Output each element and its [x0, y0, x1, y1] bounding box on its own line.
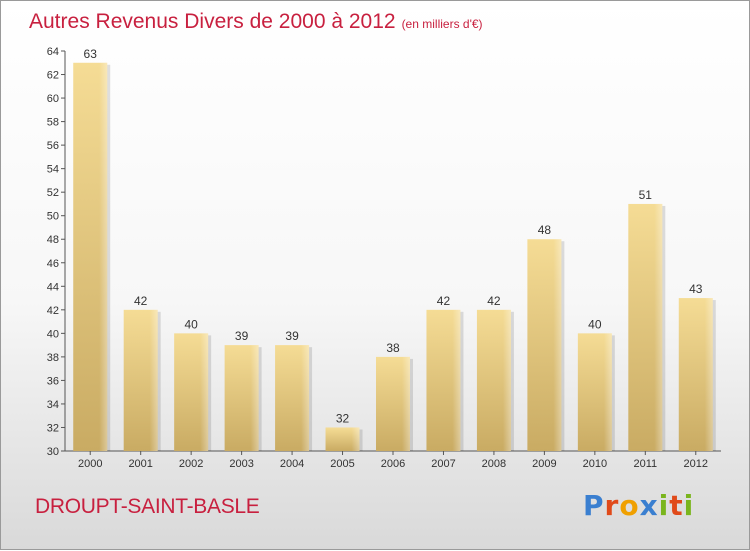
- y-tick-label: 44: [47, 281, 59, 293]
- city-name: DROUPT-SAINT-BASLE: [35, 495, 260, 518]
- bar-value-label: 51: [639, 188, 653, 202]
- bar-value-label: 42: [487, 294, 501, 308]
- x-tick-label: 2010: [583, 458, 607, 470]
- logo-letter: o: [619, 489, 640, 522]
- bar-value-label: 38: [386, 341, 400, 355]
- x-tick-label: 2009: [532, 458, 556, 470]
- logo-letter: x: [639, 489, 659, 522]
- logo-letter: i: [658, 489, 670, 522]
- chart-title: Autres Revenus Divers de 2000 à 2012 (en …: [29, 10, 483, 34]
- x-tick-label: 2000: [78, 458, 102, 470]
- bar-highlight: [301, 345, 310, 451]
- bar-highlight: [250, 345, 259, 451]
- x-tick-label: 2012: [684, 458, 708, 470]
- bar-highlight: [99, 62, 108, 451]
- bar-value-label: 39: [235, 329, 249, 343]
- y-tick-label: 38: [47, 352, 59, 364]
- bar-value-label: 43: [689, 282, 703, 296]
- y-tick-label: 64: [47, 46, 59, 58]
- y-tick-label: 58: [47, 117, 59, 129]
- bar-value-label: 39: [285, 329, 299, 343]
- chart-title-text: Autres Revenus Divers de 2000 à 2012: [29, 10, 396, 33]
- y-tick-label: 56: [47, 140, 59, 152]
- y-tick-label: 52: [47, 187, 59, 199]
- y-tick-label: 40: [47, 328, 59, 340]
- y-tick-label: 34: [47, 399, 59, 411]
- bar-highlight: [452, 309, 461, 451]
- x-tick-label: 2007: [431, 458, 455, 470]
- bar-highlight: [149, 309, 158, 451]
- y-tick-label: 50: [47, 211, 59, 223]
- bar-value-label: 32: [336, 411, 350, 425]
- logo-letter: i: [683, 489, 695, 522]
- bar-highlight: [200, 333, 209, 451]
- bar-highlight: [351, 427, 360, 451]
- bar-highlight: [553, 239, 562, 451]
- bar-value-label: 48: [538, 223, 552, 237]
- x-tick-label: 2001: [128, 458, 152, 470]
- x-tick-label: 2008: [482, 458, 506, 470]
- y-tick-label: 60: [47, 93, 59, 105]
- logo-letter: r: [604, 489, 620, 522]
- logo-letter: t: [669, 489, 684, 522]
- y-tick-label: 62: [47, 70, 59, 82]
- y-tick-label: 48: [47, 234, 59, 246]
- bar-value-label: 40: [184, 317, 198, 331]
- x-tick-label: 2003: [229, 458, 253, 470]
- y-tick-label: 36: [47, 375, 59, 387]
- bar-value-label: 42: [134, 294, 148, 308]
- y-tick-label: 46: [47, 258, 59, 270]
- y-tick-label: 32: [47, 422, 59, 434]
- bar-value-label: 40: [588, 317, 602, 331]
- proxiti-logo: Proxiti: [583, 489, 694, 522]
- bar-value-label: 42: [437, 294, 451, 308]
- x-tick-label: 2002: [179, 458, 203, 470]
- logo-letter: P: [583, 489, 605, 522]
- bar-highlight: [603, 333, 612, 451]
- y-tick-label: 30: [47, 446, 59, 458]
- x-tick-label: 2006: [381, 458, 405, 470]
- chart-subtitle: (en milliers d'€): [401, 17, 483, 31]
- bar-highlight: [502, 309, 511, 451]
- bar-value-label: 63: [84, 47, 98, 61]
- x-tick-label: 2011: [633, 458, 657, 470]
- bar-highlight: [704, 298, 713, 451]
- y-tick-label: 54: [47, 164, 59, 176]
- x-tick-label: 2005: [330, 458, 354, 470]
- bar-highlight: [402, 356, 410, 451]
- x-tick-label: 2004: [280, 458, 304, 470]
- y-tick-label: 42: [47, 305, 59, 317]
- bar-highlight: [654, 203, 663, 451]
- bar: [325, 427, 360, 451]
